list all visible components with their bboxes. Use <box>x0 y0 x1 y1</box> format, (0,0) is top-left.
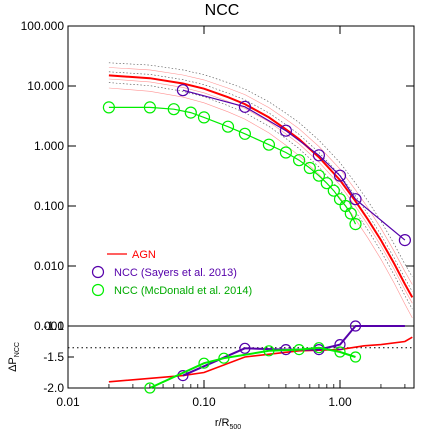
top-series <box>102 74 414 298</box>
top-point-ncc-mcdonald-et-al-2014-12 <box>320 177 333 190</box>
top-point-ncc-mcdonald-et-al-2014-1 <box>143 101 156 114</box>
top-y-tick-label-4: 10.000 <box>27 79 64 93</box>
top-point-ncc-mcdonald-et-al-2014-4 <box>197 111 211 124</box>
top-point-ncc-mcdonald-et-al-2014-3 <box>184 106 197 119</box>
bottom-y-tick-label-2: -1.0 <box>43 319 64 333</box>
bottom-point-ncc-mcdonald-et-al-2014-1 <box>198 357 210 369</box>
top-reference-line-4 <box>108 67 413 285</box>
top-panel-frame <box>67 25 415 327</box>
top-point-ncc-sayers-et-al-2013-1 <box>238 100 251 113</box>
bottom-panel-frame <box>67 325 415 389</box>
top-point-ncc-mcdonald-et-al-2014-17 <box>349 218 362 231</box>
bottom-point-ncc-mcdonald-et-al-2014-5 <box>313 342 325 354</box>
top-reference-line-2 <box>108 78 413 304</box>
bottom-y-tick-label-1: -1.5 <box>43 350 64 364</box>
x-axis-label-main: r/R <box>215 417 230 429</box>
top-series-line-ncc-mcdonald-et-al-2014 <box>108 106 357 225</box>
bottom-point-ncc-sayers-et-al-2013-5 <box>349 320 362 332</box>
top-point-ncc-mcdonald-et-al-2014-7 <box>262 138 275 151</box>
legend-label-mcdonald: NCC (McDonald et al. 2014) <box>114 285 252 297</box>
bottom-point-ncc-sayers-et-al-2013-4 <box>334 339 346 351</box>
top-point-ncc-mcdonald-et-al-2014-9 <box>293 154 306 167</box>
top-y-tick-label-0: 0.001 <box>34 319 64 333</box>
top-point-ncc-sayers-et-al-2013-4 <box>333 169 347 182</box>
top-point-ncc-mcdonald-et-al-2014-16 <box>344 207 357 220</box>
top-y-tick-label-5: 100.000 <box>21 19 65 33</box>
top-point-ncc-sayers-et-al-2013-0 <box>176 84 189 97</box>
top-point-ncc-mcdonald-et-al-2014-11 <box>312 169 325 182</box>
x-axis-label-sub: 500 <box>229 424 241 431</box>
top-y-tick-label-1: 0.010 <box>34 259 64 273</box>
bottom-point-ncc-mcdonald-et-al-2014-3 <box>263 345 275 357</box>
top-y-tick-label-2: 0.100 <box>34 199 64 213</box>
top-series-line-agn <box>108 74 414 298</box>
top-reference-line-5 <box>108 62 413 278</box>
legend-swatch-sayers <box>91 265 105 279</box>
top-point-ncc-mcdonald-et-al-2014-8 <box>279 146 292 159</box>
bottom-point-ncc-mcdonald-et-al-2014-4 <box>293 344 305 356</box>
legend: AGN NCC (Sayers et al. 2013) NCC (McDona… <box>91 249 252 297</box>
bottom-series <box>108 320 413 394</box>
top-point-ncc-mcdonald-et-al-2014-2 <box>167 103 180 116</box>
bottom-y-tick-label-0: -2.0 <box>43 381 64 395</box>
top-point-ncc-mcdonald-et-al-2014-0 <box>102 101 116 114</box>
bottom-point-ncc-mcdonald-et-al-2014-7 <box>349 351 362 363</box>
top-point-ncc-mcdonald-et-al-2014-13 <box>327 184 340 197</box>
top-reference-line-0 <box>108 87 413 319</box>
top-point-ncc-sayers-et-al-2013-3 <box>312 149 325 162</box>
top-y-tick-label-3: 1.000 <box>34 139 64 153</box>
bottom-series-line-ncc-mcdonald-et-al-2014 <box>149 346 356 389</box>
top-series-line-ncc-sayers-et-al-2013 <box>182 89 406 241</box>
legend-label-agn: AGN <box>132 249 156 261</box>
bottom-y-axis-label-main: ΔP <box>7 357 19 372</box>
top-point-ncc-mcdonald-et-al-2014-6 <box>238 127 251 140</box>
top-point-ncc-sayers-et-al-2013-5 <box>349 193 362 206</box>
top-point-ncc-mcdonald-et-al-2014-5 <box>221 120 235 133</box>
bottom-point-ncc-mcdonald-et-al-2014-6 <box>334 346 346 358</box>
bottom-series-line-agn <box>108 336 413 383</box>
x-tick-label-0: 0.01 <box>56 395 80 409</box>
bottom-y-axis-label: ΔPNCC <box>7 342 21 372</box>
x-tick-label-2: 1.00 <box>328 395 352 409</box>
top-point-ncc-sayers-et-al-2013-2 <box>279 124 292 137</box>
top-reference-line-3 <box>108 71 413 292</box>
top-point-ncc-sayers-et-al-2013-6 <box>398 234 411 247</box>
bottom-y-axis-label-sub: NCC <box>14 342 21 357</box>
x-axis: 0.01 0.10 1.00 <box>56 26 406 409</box>
top-y-axis: 0.001 0.010 0.100 1.000 10.000 100.000 <box>21 19 414 333</box>
top-reference-lines <box>108 62 413 319</box>
chart-title: NCC <box>205 2 240 19</box>
bottom-series-line-ncc-sayers-et-al-2013 <box>182 325 405 377</box>
legend-swatch-mcdonald <box>91 283 105 297</box>
bottom-point-ncc-sayers-et-al-2013-1 <box>239 342 251 354</box>
bottom-point-ncc-mcdonald-et-al-2014-0 <box>144 382 156 394</box>
legend-label-sayers: NCC (Sayers et al. 2013) <box>114 267 237 279</box>
x-tick-label-1: 0.10 <box>192 395 216 409</box>
bottom-panel: -2.0 -1.5 -1.0 ΔPNCC <box>7 319 415 395</box>
top-panel: 0.001 0.010 0.100 1.000 10.000 100.000 <box>21 19 415 333</box>
top-point-ncc-mcdonald-et-al-2014-10 <box>303 161 316 175</box>
bottom-y-axis: -2.0 -1.5 -1.0 <box>43 319 74 395</box>
bottom-point-ncc-mcdonald-et-al-2014-2 <box>218 352 230 364</box>
x-axis-label: r/R500 <box>215 417 241 431</box>
